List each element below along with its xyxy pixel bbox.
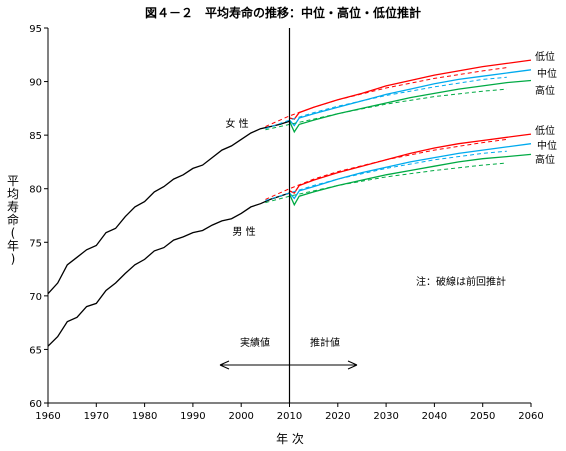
ticks-layer: 60 65 70 75 80 85 90 95 1960 1970 1980 1990 2000 2010… — [29, 24, 543, 422]
y-tick-label: 75 — [29, 238, 42, 249]
x-tick-label: 2010 — [277, 411, 302, 422]
y-tick-label: 95 — [29, 24, 42, 35]
x-tick-label: 2060 — [518, 411, 543, 422]
x-tick-label: 2020 — [325, 411, 350, 422]
series-line-male-low-prev — [265, 138, 507, 200]
male-low-label: 低位 — [535, 124, 555, 137]
female-mid-label: 中位 — [537, 67, 557, 80]
y-tick-label: 80 — [29, 185, 42, 196]
period-arrow-left-head — [219, 360, 230, 370]
series-line-male-mid — [289, 143, 532, 200]
female-high-label: 高位 — [535, 84, 555, 97]
series-line-female-high — [288, 79, 532, 134]
female-low-label: 低位 — [535, 50, 555, 63]
x-tick-label: 2030 — [373, 411, 398, 422]
x-tick-label: 1980 — [132, 411, 157, 422]
x-tick-label: 2040 — [422, 411, 447, 422]
male-label: 男 性 — [232, 225, 255, 238]
x-tick-label: 1970 — [84, 411, 109, 422]
series-line-female-high-prev — [265, 88, 507, 131]
x-tick-label: 2050 — [470, 411, 495, 422]
y-tick-label: 90 — [29, 78, 42, 89]
male-high-label: 高位 — [535, 153, 555, 166]
series-layer — [47, 59, 532, 347]
female-label: 女 性 — [225, 117, 248, 130]
period-arrow-right-head — [347, 360, 358, 370]
series-line-male-high-prev — [265, 162, 507, 204]
series-line-male-mid-prev — [265, 150, 507, 201]
x-tick-label: 2000 — [228, 411, 253, 422]
x-tick-label: 1990 — [180, 411, 205, 422]
male-mid-label: 中位 — [537, 139, 557, 152]
x-tick-label: 1960 — [35, 411, 60, 422]
y-axis-label: 平均寿命(年) — [7, 174, 19, 266]
x-axis-label: 年 次 — [276, 432, 304, 446]
series-line-female-mid — [289, 69, 532, 127]
series-line-female-mid-prev — [265, 76, 507, 130]
series-line-male-high — [288, 153, 532, 207]
actual-label: 実績値 — [240, 336, 270, 349]
note-label: 注：破線は前回推計 — [416, 275, 506, 288]
projected-label: 推計値 — [310, 336, 340, 349]
y-tick-label: 85 — [29, 131, 42, 142]
series-line-female-actual — [47, 120, 290, 295]
y-tick-label: 60 — [29, 399, 42, 410]
series-line-female-low-prev — [265, 67, 507, 128]
y-tick-label: 65 — [29, 345, 42, 356]
y-tick-label: 70 — [29, 292, 42, 303]
series-line-male-actual — [47, 192, 290, 347]
chart-title: 図４－２ 平均寿命の推移：中位・高位・低位推計 — [145, 5, 421, 20]
